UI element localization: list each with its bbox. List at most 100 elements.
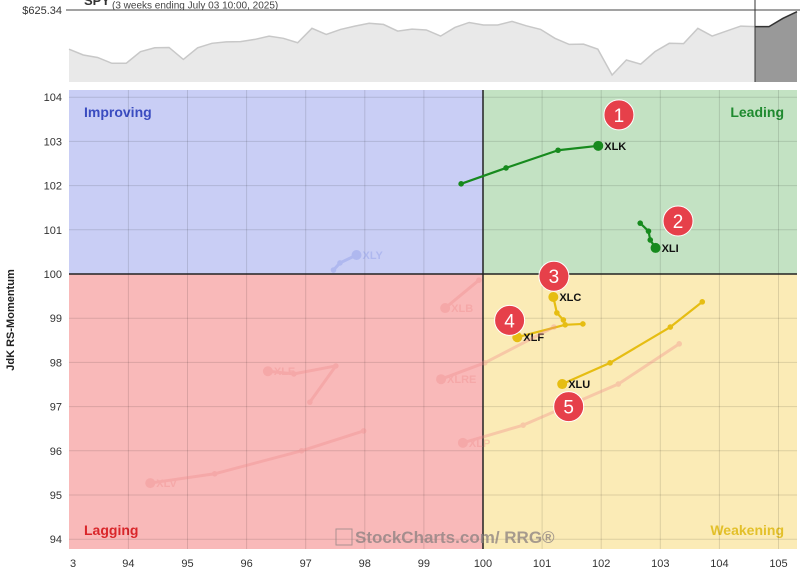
annotation-badge-1: 1 (603, 99, 635, 131)
series-tail-point (298, 448, 305, 454)
series-tail-point (476, 277, 482, 283)
series-tail-point (291, 371, 297, 377)
series-label: XLRE (447, 374, 476, 386)
watermark: StockCharts.com/ RRG® (355, 528, 555, 547)
series-tail-point (555, 147, 561, 154)
series-tail (561, 300, 704, 386)
x-tick-label: 103 (651, 558, 669, 570)
series-head-point (262, 366, 273, 377)
series-tail-point (551, 324, 557, 330)
series-label: XLF (523, 332, 544, 344)
series-xlc: XLC (548, 291, 581, 323)
series-tail-point (607, 360, 613, 366)
annotation-number: 3 (549, 267, 560, 288)
sparkline-symbol: SPY (84, 0, 110, 8)
series-tail-point (645, 228, 652, 234)
series-tail-point (520, 422, 526, 428)
quadrant-label-weakening: Weakening (710, 522, 784, 538)
annotation-badge-2: 2 (662, 205, 694, 237)
y-tick-label: 95 (50, 490, 62, 502)
series-tail (148, 429, 366, 485)
series-label: XLU (568, 379, 590, 391)
series-xlv: XLV (145, 428, 367, 490)
annotation-number: 1 (614, 106, 625, 127)
series-label: XLK (604, 141, 626, 153)
series-label: XLB (451, 303, 473, 315)
series-tail-point (699, 299, 706, 305)
series-xlre: XLRE (436, 324, 557, 386)
stockcharts-logo-icon (335, 528, 353, 546)
series-xlf: XLF (512, 321, 586, 344)
y-tick-label: 103 (44, 136, 62, 148)
annotation-circle (603, 99, 635, 131)
annotations: 1 2 3 4 5 (494, 99, 694, 423)
series-tail (443, 278, 481, 310)
series-xlb: XLB (440, 277, 482, 315)
series-label: XLI (662, 243, 679, 255)
annotation-number: 5 (563, 398, 574, 419)
series-tail-point (360, 428, 367, 434)
series-xli: XLI (637, 220, 679, 255)
series-label: XLE (274, 366, 295, 378)
series-tail (439, 325, 556, 381)
quadrant-label-lagging: Lagging (84, 522, 138, 538)
series-head-point (145, 478, 156, 489)
series-head-point (351, 249, 362, 260)
y-tick-label: 100 (44, 269, 62, 281)
annotation-badge-4: 4 (494, 304, 526, 336)
series-tail-point (560, 317, 567, 323)
series: XLK XLI XLC XLF XLU XLY XLB XLE XLRE XLP XLV (145, 140, 706, 490)
series-head-point (548, 291, 559, 302)
series-label: XLV (156, 478, 177, 490)
y-tick-label: 97 (50, 402, 62, 414)
quadrant-leading (483, 90, 797, 274)
x-tick-label: 101 (533, 558, 551, 570)
annotation-circle (494, 304, 526, 336)
axes: 3 94 95 96 97 98 99 100 101 102 103 104 105 94 95 96 97 9… (44, 92, 788, 570)
series-label: XLP (469, 438, 490, 450)
annotation-circle (662, 205, 694, 237)
series-tail-point (637, 220, 644, 226)
series-head-point (650, 242, 661, 253)
x-tick-label: 99 (418, 558, 430, 570)
x-tick-label: 100 (474, 558, 492, 570)
y-axis-label: JdK RS-Momentum (5, 269, 17, 371)
x-tick-label: 104 (710, 558, 728, 570)
x-tick-label: 98 (359, 558, 371, 570)
sparkline-area (69, 21, 755, 82)
annotation-badge-5: 5 (553, 391, 585, 423)
series-head-point (440, 303, 451, 314)
x-tick-label: 96 (240, 558, 252, 570)
annotation-circle (553, 391, 585, 423)
series-head-point (557, 379, 568, 390)
series-label: XLY (363, 250, 384, 262)
benchmark-sparkline (66, 0, 800, 82)
series-xlk: XLK (458, 140, 626, 187)
x-tick-label: 3 (70, 558, 76, 570)
y-tick-label: 101 (44, 225, 62, 237)
sparkline-price-label: $625.34 (22, 5, 62, 17)
x-tick-label: 102 (592, 558, 610, 570)
series-head-point (593, 140, 604, 151)
quadrant-lagging (69, 274, 483, 549)
series-tail-point (481, 360, 488, 366)
quadrant-weakening (483, 274, 797, 549)
x-tick-label: 105 (769, 558, 787, 570)
x-tick-label: 94 (122, 558, 134, 570)
x-tick-label: 95 (181, 558, 193, 570)
series-tail (460, 144, 600, 185)
sparkline-highlight-area (755, 11, 797, 82)
sparkline-period: (3 weeks ending July 03 10:00, 2025) (112, 1, 278, 12)
y-tick-label: 94 (50, 534, 62, 546)
series-label: XLC (559, 292, 581, 304)
series-tail-point (337, 260, 343, 266)
series-tail-point (562, 322, 568, 328)
series-tail-point (667, 324, 674, 330)
series-tail-point (554, 310, 560, 316)
series-tail-point (333, 363, 339, 369)
series-tail-point (580, 321, 586, 327)
series-tail (266, 364, 338, 404)
series-xlu: XLU (557, 299, 706, 391)
series-tail-point (647, 237, 654, 243)
